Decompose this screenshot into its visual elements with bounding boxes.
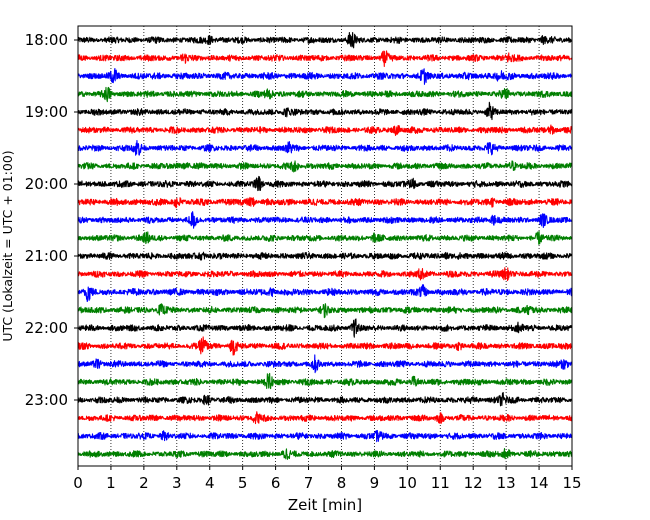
- trace-line: [77, 392, 573, 407]
- trace-line: [77, 447, 573, 460]
- x-tick-label: 1: [106, 474, 116, 492]
- trace-line: [77, 354, 573, 374]
- trace-line: [77, 160, 573, 173]
- x-tick-label: 8: [337, 474, 347, 492]
- trace-line: [77, 50, 573, 68]
- x-tick-label: 5: [238, 474, 248, 492]
- x-tick-label: 13: [497, 474, 516, 492]
- y-tick-label: 23:00: [25, 391, 68, 409]
- trace-line: [77, 124, 573, 136]
- seismic-traces: [77, 31, 573, 460]
- trace-line: [77, 303, 573, 319]
- trace-line: [77, 211, 573, 229]
- x-tick-label: 12: [464, 474, 483, 492]
- grid: [110, 26, 540, 466]
- x-tick-label: 15: [562, 474, 581, 492]
- trace-line: [77, 175, 573, 192]
- x-tick-label: 9: [370, 474, 380, 492]
- trace-line: [77, 251, 573, 261]
- x-tick-label: 6: [271, 474, 281, 492]
- x-tick-label: 7: [304, 474, 314, 492]
- x-axis-label: Zeit [min]: [288, 496, 362, 514]
- x-tick-label: 14: [530, 474, 549, 492]
- y-axis-label: UTC (Lokalzeit = UTC + 01:00): [0, 150, 15, 341]
- trace-line: [77, 196, 573, 209]
- x-tick-label: 4: [205, 474, 215, 492]
- trace-line: [77, 284, 573, 302]
- y-tick-label: 19:00: [25, 103, 68, 121]
- trace-line: [77, 336, 573, 356]
- trace-line: [77, 318, 573, 338]
- x-tick-label: 0: [73, 474, 83, 492]
- y-tick-label: 22:00: [25, 319, 68, 337]
- y-tick-label: 18:00: [25, 31, 68, 49]
- x-tick-label: 2: [139, 474, 149, 492]
- trace-line: [77, 67, 573, 85]
- trace-line: [77, 429, 573, 443]
- trace-line: [77, 411, 573, 425]
- trace-line: [77, 372, 573, 390]
- trace-line: [77, 86, 573, 103]
- trace-line: [77, 230, 573, 245]
- trace-line: [77, 101, 573, 121]
- x-axis-ticks: 0 1 2 3 4 5 6 7 8 9 10 11 12 13 14 15: [73, 466, 582, 492]
- y-axis-ticks: 18:00 19:00 20:00 21:00 22:00 23:00: [25, 31, 78, 409]
- y-tick-label: 20:00: [25, 175, 68, 193]
- x-tick-label: 3: [172, 474, 182, 492]
- plot-frame: [77, 25, 573, 467]
- trace-line: [77, 267, 573, 282]
- trace-line: [77, 31, 573, 49]
- y-tick-label: 21:00: [25, 247, 68, 265]
- x-tick-label: 10: [398, 474, 417, 492]
- x-tick-label: 11: [431, 474, 450, 492]
- trace-line: [77, 139, 573, 156]
